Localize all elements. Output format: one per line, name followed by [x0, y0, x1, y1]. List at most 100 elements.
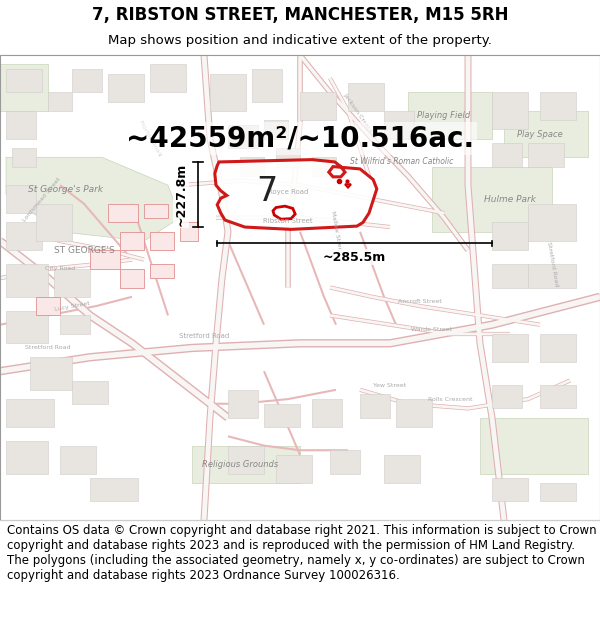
Bar [6, 222, 42, 250]
Bar [60, 316, 90, 334]
Bar [72, 69, 102, 92]
Bar [240, 158, 264, 176]
Text: St George's Park: St George's Park [28, 186, 104, 194]
Bar [180, 222, 198, 241]
Bar [384, 455, 420, 482]
Bar [90, 250, 120, 269]
Text: Mallow Street: Mallow Street [330, 210, 342, 253]
Text: 7: 7 [256, 175, 278, 208]
Bar [384, 111, 414, 139]
Bar [228, 390, 258, 418]
Bar [540, 92, 576, 120]
Text: Warde Street: Warde Street [412, 327, 452, 332]
Text: Religious Grounds: Religious Grounds [202, 460, 278, 469]
Text: ~227.8m: ~227.8m [175, 163, 188, 226]
Bar [360, 394, 390, 418]
Bar [492, 143, 522, 167]
Polygon shape [192, 446, 300, 483]
Bar [108, 74, 144, 101]
Bar [492, 334, 528, 362]
Text: Stretford Road: Stretford Road [179, 333, 229, 339]
Polygon shape [408, 92, 492, 139]
Bar [276, 148, 300, 167]
Polygon shape [0, 64, 48, 111]
Bar [540, 482, 576, 501]
Bar [60, 446, 96, 474]
Bar [6, 69, 42, 92]
Bar [492, 264, 528, 288]
Bar [330, 450, 360, 474]
Bar [228, 125, 258, 148]
Bar [36, 297, 60, 316]
Text: Jackson Crescent: Jackson Crescent [343, 92, 377, 139]
Bar [396, 399, 432, 427]
Bar [528, 264, 576, 288]
Text: 7, RIBSTON STREET, MANCHESTER, M15 5RH: 7, RIBSTON STREET, MANCHESTER, M15 5RH [92, 6, 508, 24]
Bar [6, 185, 36, 213]
Text: Play Space: Play Space [517, 129, 563, 139]
Text: Ancroft Street: Ancroft Street [398, 299, 442, 304]
Bar [492, 222, 528, 250]
Bar [54, 269, 90, 297]
Bar [276, 455, 312, 482]
Bar [540, 385, 576, 408]
Bar [300, 92, 336, 120]
Text: ST GEORGE'S: ST GEORGE'S [53, 246, 115, 255]
Bar [492, 385, 522, 408]
Bar [348, 83, 384, 111]
Text: Horton Road: Horton Road [138, 121, 162, 157]
Bar [252, 69, 282, 101]
Text: Lucy Street: Lucy Street [54, 301, 90, 312]
Bar [6, 441, 48, 474]
Bar [6, 311, 48, 343]
Bar [264, 404, 300, 427]
Bar [12, 148, 36, 167]
Text: City Road: City Road [45, 266, 75, 271]
Bar [528, 143, 564, 167]
Bar [6, 111, 36, 139]
Polygon shape [6, 158, 180, 241]
Polygon shape [480, 418, 588, 474]
Text: Map shows position and indicative extent of the property.: Map shows position and indicative extent… [108, 34, 492, 48]
Text: Stretford Road: Stretford Road [545, 241, 559, 287]
Bar [210, 74, 246, 111]
Bar [144, 204, 168, 217]
Text: Lordsmead Street: Lordsmead Street [22, 176, 62, 222]
Text: ~285.5m: ~285.5m [323, 251, 386, 264]
Bar [72, 381, 108, 404]
Polygon shape [273, 206, 295, 219]
Bar [540, 334, 576, 362]
Polygon shape [215, 159, 377, 229]
Bar [492, 478, 528, 501]
Text: St Wilfrid's Roman Catholic: St Wilfrid's Roman Catholic [350, 158, 454, 166]
Text: Hulme Park: Hulme Park [484, 194, 536, 204]
Text: Stretford Road: Stretford Road [25, 346, 71, 351]
Bar [6, 264, 48, 297]
Text: Playing Field: Playing Field [418, 111, 470, 120]
Bar [120, 232, 144, 250]
Polygon shape [432, 167, 552, 232]
Bar [36, 204, 72, 241]
Bar [264, 120, 288, 139]
Bar [312, 158, 336, 176]
Text: Yew Street: Yew Street [373, 382, 407, 388]
Bar [48, 92, 72, 111]
Polygon shape [504, 111, 588, 158]
Text: Royce Road: Royce Road [268, 189, 308, 195]
Bar [528, 204, 576, 241]
Bar [108, 204, 138, 222]
Text: Ribston Street: Ribston Street [263, 218, 313, 224]
Text: ~42559m²/~10.516ac.: ~42559m²/~10.516ac. [126, 125, 474, 152]
Text: Rolls Crescent: Rolls Crescent [428, 397, 472, 402]
Bar [6, 399, 54, 427]
Text: Contains OS data © Crown copyright and database right 2021. This information is : Contains OS data © Crown copyright and d… [7, 524, 597, 582]
Bar [150, 232, 174, 250]
Bar [90, 478, 138, 501]
Bar [228, 446, 264, 474]
Bar [312, 399, 342, 427]
Bar [30, 357, 72, 390]
Bar [492, 92, 528, 129]
Bar [120, 269, 144, 288]
Bar [150, 264, 174, 278]
Bar [150, 64, 186, 92]
